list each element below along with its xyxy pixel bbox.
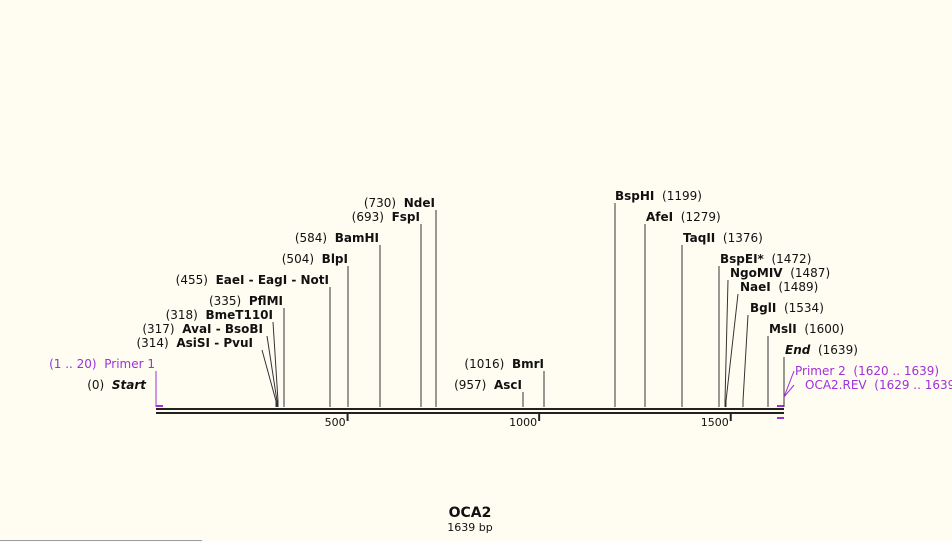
axis-tick-label: 500 bbox=[325, 416, 346, 429]
axis-tick-label: 1000 bbox=[509, 416, 537, 429]
feature-position: (504) bbox=[282, 252, 314, 266]
feature-position: (318) bbox=[166, 308, 198, 322]
feature-name: AfeI bbox=[646, 210, 673, 224]
feature-label-oca2-rev[interactable]: OCA2.REV (1629 .. 1639) bbox=[805, 378, 952, 392]
feature-name: PflMI bbox=[249, 294, 283, 308]
feature-label-ndei[interactable]: (730) NdeI bbox=[364, 196, 435, 210]
feature-name: BspHI bbox=[615, 189, 654, 203]
feature-leader bbox=[266, 335, 278, 407]
feature-name: NgoMIV bbox=[730, 266, 783, 280]
feature-position: (0) bbox=[87, 378, 104, 392]
feature-name: Start bbox=[112, 378, 147, 392]
feature-position: (1639) bbox=[818, 343, 858, 357]
feature-label-asisi-pvui[interactable]: (314) AsiSI - PvuI bbox=[136, 336, 253, 350]
feature-name: BmrI bbox=[512, 357, 544, 371]
footer-divider bbox=[0, 540, 202, 541]
feature-position: (314) bbox=[136, 336, 168, 350]
feature-position: (1 .. 20) bbox=[49, 357, 97, 371]
feature-label-end[interactable]: End (1639) bbox=[785, 343, 858, 357]
feature-name: BlpI bbox=[322, 252, 348, 266]
feature-name: OCA2.REV bbox=[805, 378, 867, 392]
feature-label-afei[interactable]: AfeI (1279) bbox=[646, 210, 721, 224]
feature-position: (455) bbox=[176, 273, 208, 287]
feature-position: (317) bbox=[142, 322, 174, 336]
feature-label-bspei[interactable]: BspEI* (1472) bbox=[720, 252, 811, 266]
feature-name: End bbox=[785, 343, 811, 357]
feature-position: (957) bbox=[454, 378, 486, 392]
feature-position: (1629 .. 1639) bbox=[874, 378, 952, 392]
feature-name: EaeI - EagI - NotI bbox=[216, 273, 329, 287]
sequence-name: OCA2 bbox=[448, 505, 492, 521]
feature-position: (693) bbox=[352, 210, 384, 224]
feature-name: Primer 2 bbox=[795, 364, 846, 378]
feature-label-bsphi[interactable]: BspHI (1199) bbox=[615, 189, 702, 203]
feature-position: (1600) bbox=[804, 322, 844, 336]
feature-label-bamhi[interactable]: (584) BamHI bbox=[295, 231, 379, 245]
feature-position: (730) bbox=[364, 196, 396, 210]
feature-label-pflmi[interactable]: (335) PflMI bbox=[209, 294, 283, 308]
feature-name: BamHI bbox=[335, 231, 379, 245]
feature-position: (1487) bbox=[790, 266, 830, 280]
feature-name: NdeI bbox=[404, 196, 435, 210]
feature-leader bbox=[742, 314, 749, 407]
feature-label-eaei-eagi-noti[interactable]: (455) EaeI - EagI - NotI bbox=[176, 273, 329, 287]
feature-position: (335) bbox=[209, 294, 241, 308]
feature-name: TaqII bbox=[683, 231, 715, 245]
feature-label-blpi[interactable]: (504) BlpI bbox=[282, 252, 348, 266]
feature-name: Primer 1 bbox=[104, 357, 155, 371]
axis-tick-label: 1500 bbox=[701, 416, 729, 429]
feature-position: (584) bbox=[295, 231, 327, 245]
feature-position: (1199) bbox=[662, 189, 702, 203]
feature-label-msli[interactable]: MslI (1600) bbox=[769, 322, 844, 336]
feature-name: BmeT110I bbox=[206, 308, 274, 322]
feature-label-naei[interactable]: NaeI (1489) bbox=[740, 280, 818, 294]
feature-label-taqii[interactable]: TaqII (1376) bbox=[683, 231, 763, 245]
feature-leader bbox=[783, 370, 795, 398]
feature-position: (1016) bbox=[464, 357, 504, 371]
feature-name: AsiSI - PvuI bbox=[176, 336, 253, 350]
feature-label-bmet110i[interactable]: (318) BmeT110I bbox=[166, 308, 273, 322]
feature-leader bbox=[724, 279, 729, 407]
feature-name: FspI bbox=[392, 210, 420, 224]
sequence-length: 1639 bp bbox=[447, 521, 493, 534]
feature-label-start[interactable]: (0) Start bbox=[87, 378, 147, 392]
feature-name: MslI bbox=[769, 322, 797, 336]
feature-name: BglI bbox=[750, 301, 776, 315]
feature-name: AvaI - BsoBI bbox=[182, 322, 263, 336]
feature-leader bbox=[261, 349, 277, 407]
feature-leader bbox=[783, 384, 795, 398]
feature-position: (1489) bbox=[778, 280, 818, 294]
feature-label-avai-bsobi[interactable]: (317) AvaI - BsoBI bbox=[142, 322, 263, 336]
feature-label-bgli[interactable]: BglI (1534) bbox=[750, 301, 824, 315]
feature-leader bbox=[272, 321, 279, 407]
feature-label-fspi[interactable]: (693) FspI bbox=[352, 210, 420, 224]
feature-label-ngomiv[interactable]: NgoMIV (1487) bbox=[730, 266, 830, 280]
sequence-map: 500 1000 1500 (0) Start (1 .. 20) Primer 1 (3… bbox=[49, 189, 952, 429]
feature-label-asci[interactable]: (957) AscI bbox=[454, 378, 522, 392]
feature-label-bmri[interactable]: (1016) BmrI bbox=[464, 357, 544, 371]
feature-name: NaeI bbox=[740, 280, 771, 294]
sequence-backbone-top bbox=[156, 408, 784, 410]
feature-label-primer-2[interactable]: Primer 2 (1620 .. 1639) bbox=[795, 364, 939, 378]
feature-name: AscI bbox=[494, 378, 522, 392]
feature-position: (1376) bbox=[723, 231, 763, 245]
feature-label-primer-1[interactable]: (1 .. 20) Primer 1 bbox=[49, 357, 155, 371]
feature-leader bbox=[725, 293, 739, 407]
feature-position: (1534) bbox=[784, 301, 824, 315]
feature-name: BspEI* bbox=[720, 252, 765, 266]
feature-position: (1279) bbox=[681, 210, 721, 224]
sequence-backbone-bottom bbox=[156, 412, 784, 414]
feature-position: (1620 .. 1639) bbox=[853, 364, 939, 378]
feature-position: (1472) bbox=[771, 252, 811, 266]
